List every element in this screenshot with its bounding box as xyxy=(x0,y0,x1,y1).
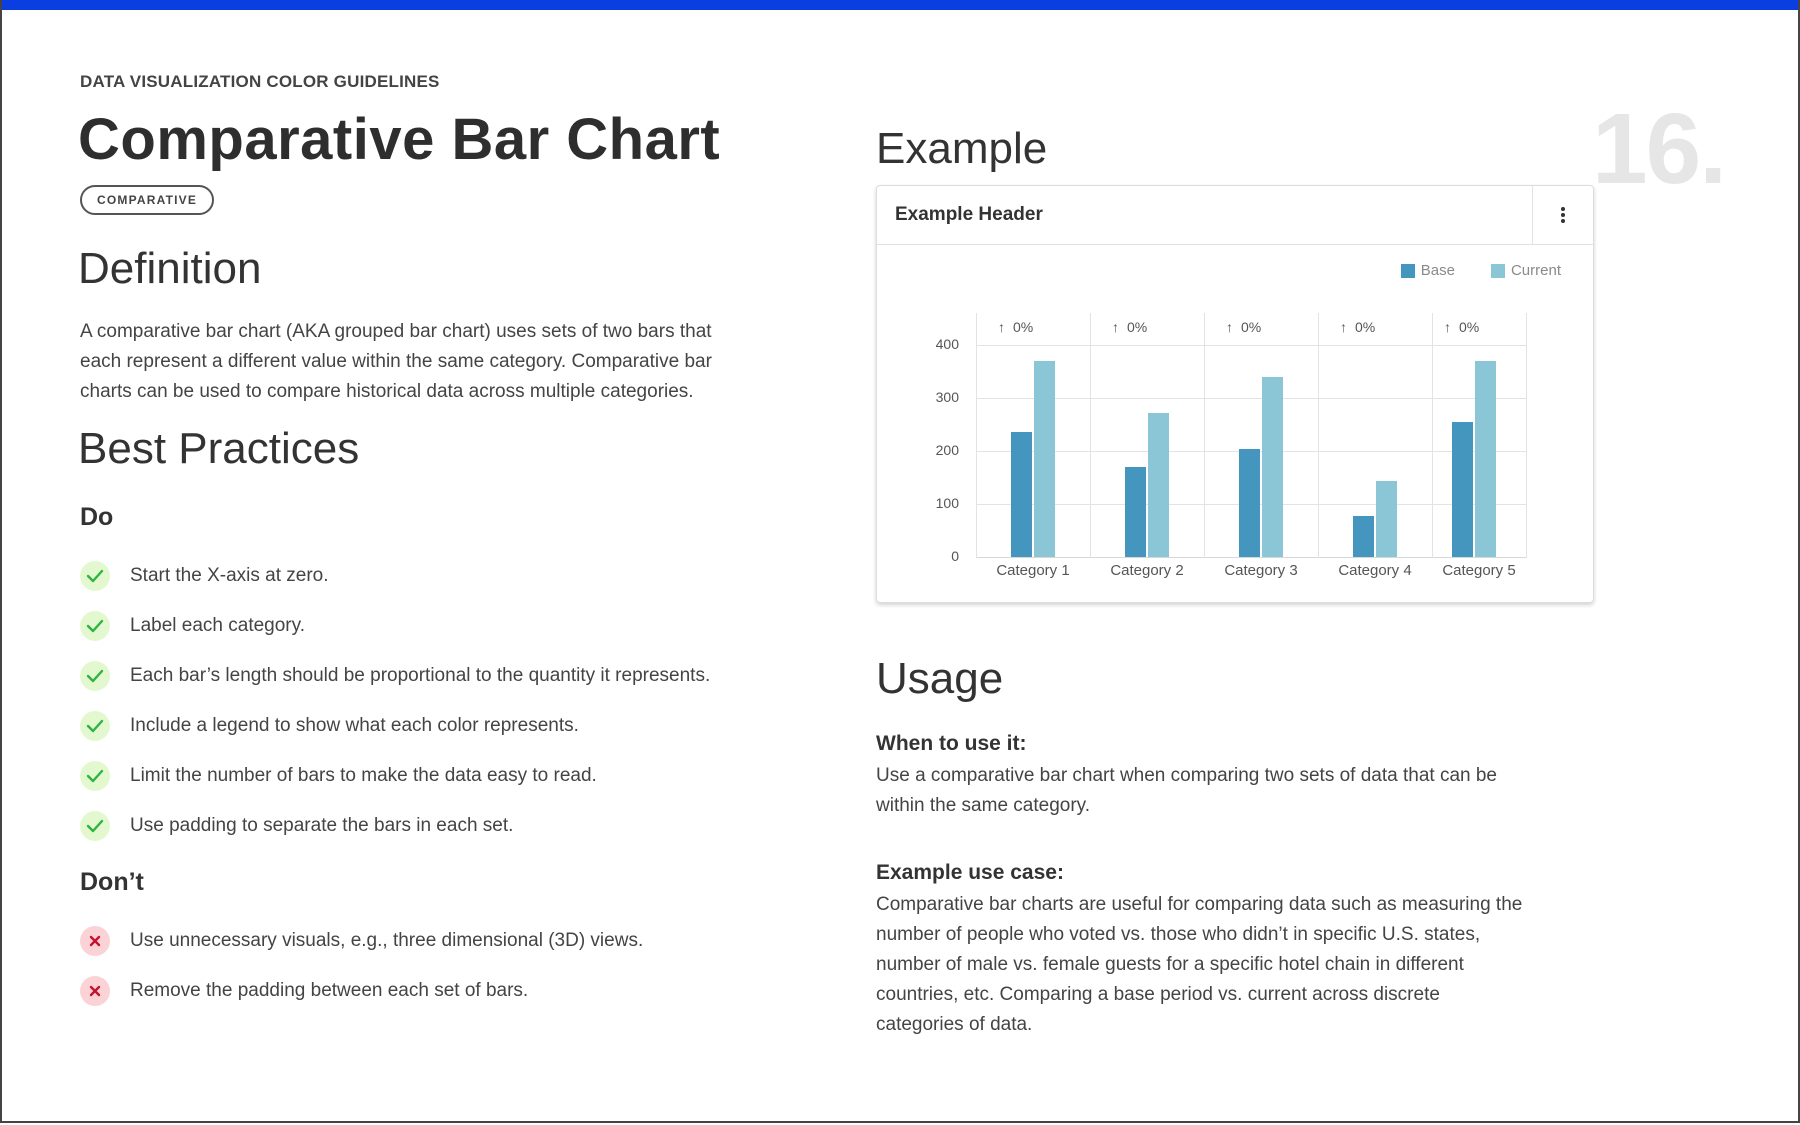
delta-annotation: ↑ 0% xyxy=(1340,319,1376,335)
y-tick-0: 0 xyxy=(951,548,959,564)
definition-line: charts can be used to compare historical… xyxy=(80,381,694,402)
dont-list: Use unnecessary visuals, e.g., three dim… xyxy=(80,916,643,1016)
delta-annotation: ↑ 0% xyxy=(1112,319,1148,335)
delta-annotation: ↑ 0% xyxy=(998,319,1034,335)
legend-swatch-current xyxy=(1490,263,1505,278)
column-divider xyxy=(976,313,977,558)
x-category-label: Category 4 xyxy=(1338,562,1412,579)
legend-item-current[interactable]: Current xyxy=(1490,262,1561,279)
legend-swatch-base xyxy=(1400,263,1415,278)
x-category-label: Category 5 xyxy=(1442,562,1516,579)
definition-line: A comparative bar chart (AKA grouped bar… xyxy=(80,321,712,342)
column-divider xyxy=(1318,313,1319,558)
do-item: Limit the number of bars to make the dat… xyxy=(80,751,710,801)
delta-annotation: ↑ 0% xyxy=(1444,319,1480,335)
arrow-up-icon: ↑ xyxy=(1112,319,1119,335)
when-to-use-heading: When to use it: xyxy=(876,732,1027,755)
arrow-up-icon: ↑ xyxy=(1340,319,1347,335)
best-practices-heading: Best Practices xyxy=(78,424,360,473)
check-icon xyxy=(80,611,110,641)
example-use-case-text: Comparative bar charts are useful for co… xyxy=(876,894,1523,1035)
column-divider xyxy=(1204,313,1205,558)
y-tick-100: 100 xyxy=(935,495,959,511)
bar-current[interactable] xyxy=(1148,413,1169,557)
bar-current[interactable] xyxy=(1262,377,1283,557)
do-item: Start the X-axis at zero. xyxy=(80,551,710,601)
bar-current[interactable] xyxy=(1475,361,1496,557)
do-item: Include a legend to show what each color… xyxy=(80,701,710,751)
bar-base[interactable] xyxy=(1452,422,1473,557)
check-icon xyxy=(80,711,110,741)
kebab-menu-button[interactable] xyxy=(1532,186,1593,244)
definition-text: A comparative bar chart (AKA grouped bar… xyxy=(80,317,712,407)
check-icon xyxy=(80,661,110,691)
delta-annotation: ↑ 0% xyxy=(1226,319,1262,335)
example-chart-card: Example Header Base Current 0 100 200 30… xyxy=(876,185,1594,603)
gridline-400 xyxy=(976,345,1527,346)
gridline-300 xyxy=(976,398,1527,399)
page-number: 16. xyxy=(1592,93,1727,205)
y-tick-400: 400 xyxy=(935,336,959,352)
bar-base[interactable] xyxy=(1125,467,1146,557)
definition-heading: Definition xyxy=(78,244,262,293)
example-heading: Example xyxy=(876,124,1048,173)
card-header: Example Header xyxy=(877,186,1593,245)
column-divider xyxy=(1090,313,1091,558)
gridline-0 xyxy=(976,557,1527,558)
top-accent-bar xyxy=(0,0,1800,10)
check-icon xyxy=(80,761,110,791)
bar-current[interactable] xyxy=(1034,361,1055,557)
kebab-menu-icon xyxy=(1561,207,1565,223)
bar-current[interactable] xyxy=(1376,481,1397,557)
eyebrow-label: DATA VISUALIZATION COLOR GUIDELINES xyxy=(80,72,440,91)
chart-legend: Base Current xyxy=(1400,262,1561,279)
column-divider xyxy=(1526,313,1527,558)
check-icon xyxy=(80,561,110,591)
arrow-up-icon: ↑ xyxy=(998,319,1005,335)
card-title: Example Header xyxy=(895,204,1043,225)
y-tick-300: 300 xyxy=(935,389,959,405)
dont-heading: Don’t xyxy=(80,868,144,896)
check-icon xyxy=(80,811,110,841)
legend-item-base[interactable]: Base xyxy=(1400,262,1455,279)
category-tag: COMPARATIVE xyxy=(80,185,215,215)
definition-line: each represent a different value within … xyxy=(80,351,712,372)
do-list: Start the X-axis at zero. Label each cat… xyxy=(80,551,710,851)
column-divider xyxy=(1432,313,1433,558)
x-icon xyxy=(80,926,110,956)
dont-item: Remove the padding between each set of b… xyxy=(80,966,643,1016)
page-title: Comparative Bar Chart xyxy=(78,107,721,172)
do-item: Use padding to separate the bars in each… xyxy=(80,801,710,851)
arrow-up-icon: ↑ xyxy=(1226,319,1233,335)
bar-base[interactable] xyxy=(1011,432,1032,557)
do-item: Each bar’s length should be proportional… xyxy=(80,651,710,701)
example-use-case-heading: Example use case: xyxy=(876,861,1064,884)
x-category-label: Category 2 xyxy=(1110,562,1184,579)
when-to-use-text: Use a comparative bar chart when compari… xyxy=(876,765,1497,816)
usage-heading: Usage xyxy=(876,654,1004,703)
y-tick-200: 200 xyxy=(935,442,959,458)
arrow-up-icon: ↑ xyxy=(1444,319,1451,335)
dont-item: Use unnecessary visuals, e.g., three dim… xyxy=(80,916,643,966)
do-item: Label each category. xyxy=(80,601,710,651)
bar-base[interactable] xyxy=(1239,449,1260,557)
x-category-label: Category 1 xyxy=(996,562,1070,579)
x-category-label: Category 3 xyxy=(1224,562,1298,579)
do-heading: Do xyxy=(80,503,114,531)
bar-base[interactable] xyxy=(1353,516,1374,557)
x-icon xyxy=(80,976,110,1006)
